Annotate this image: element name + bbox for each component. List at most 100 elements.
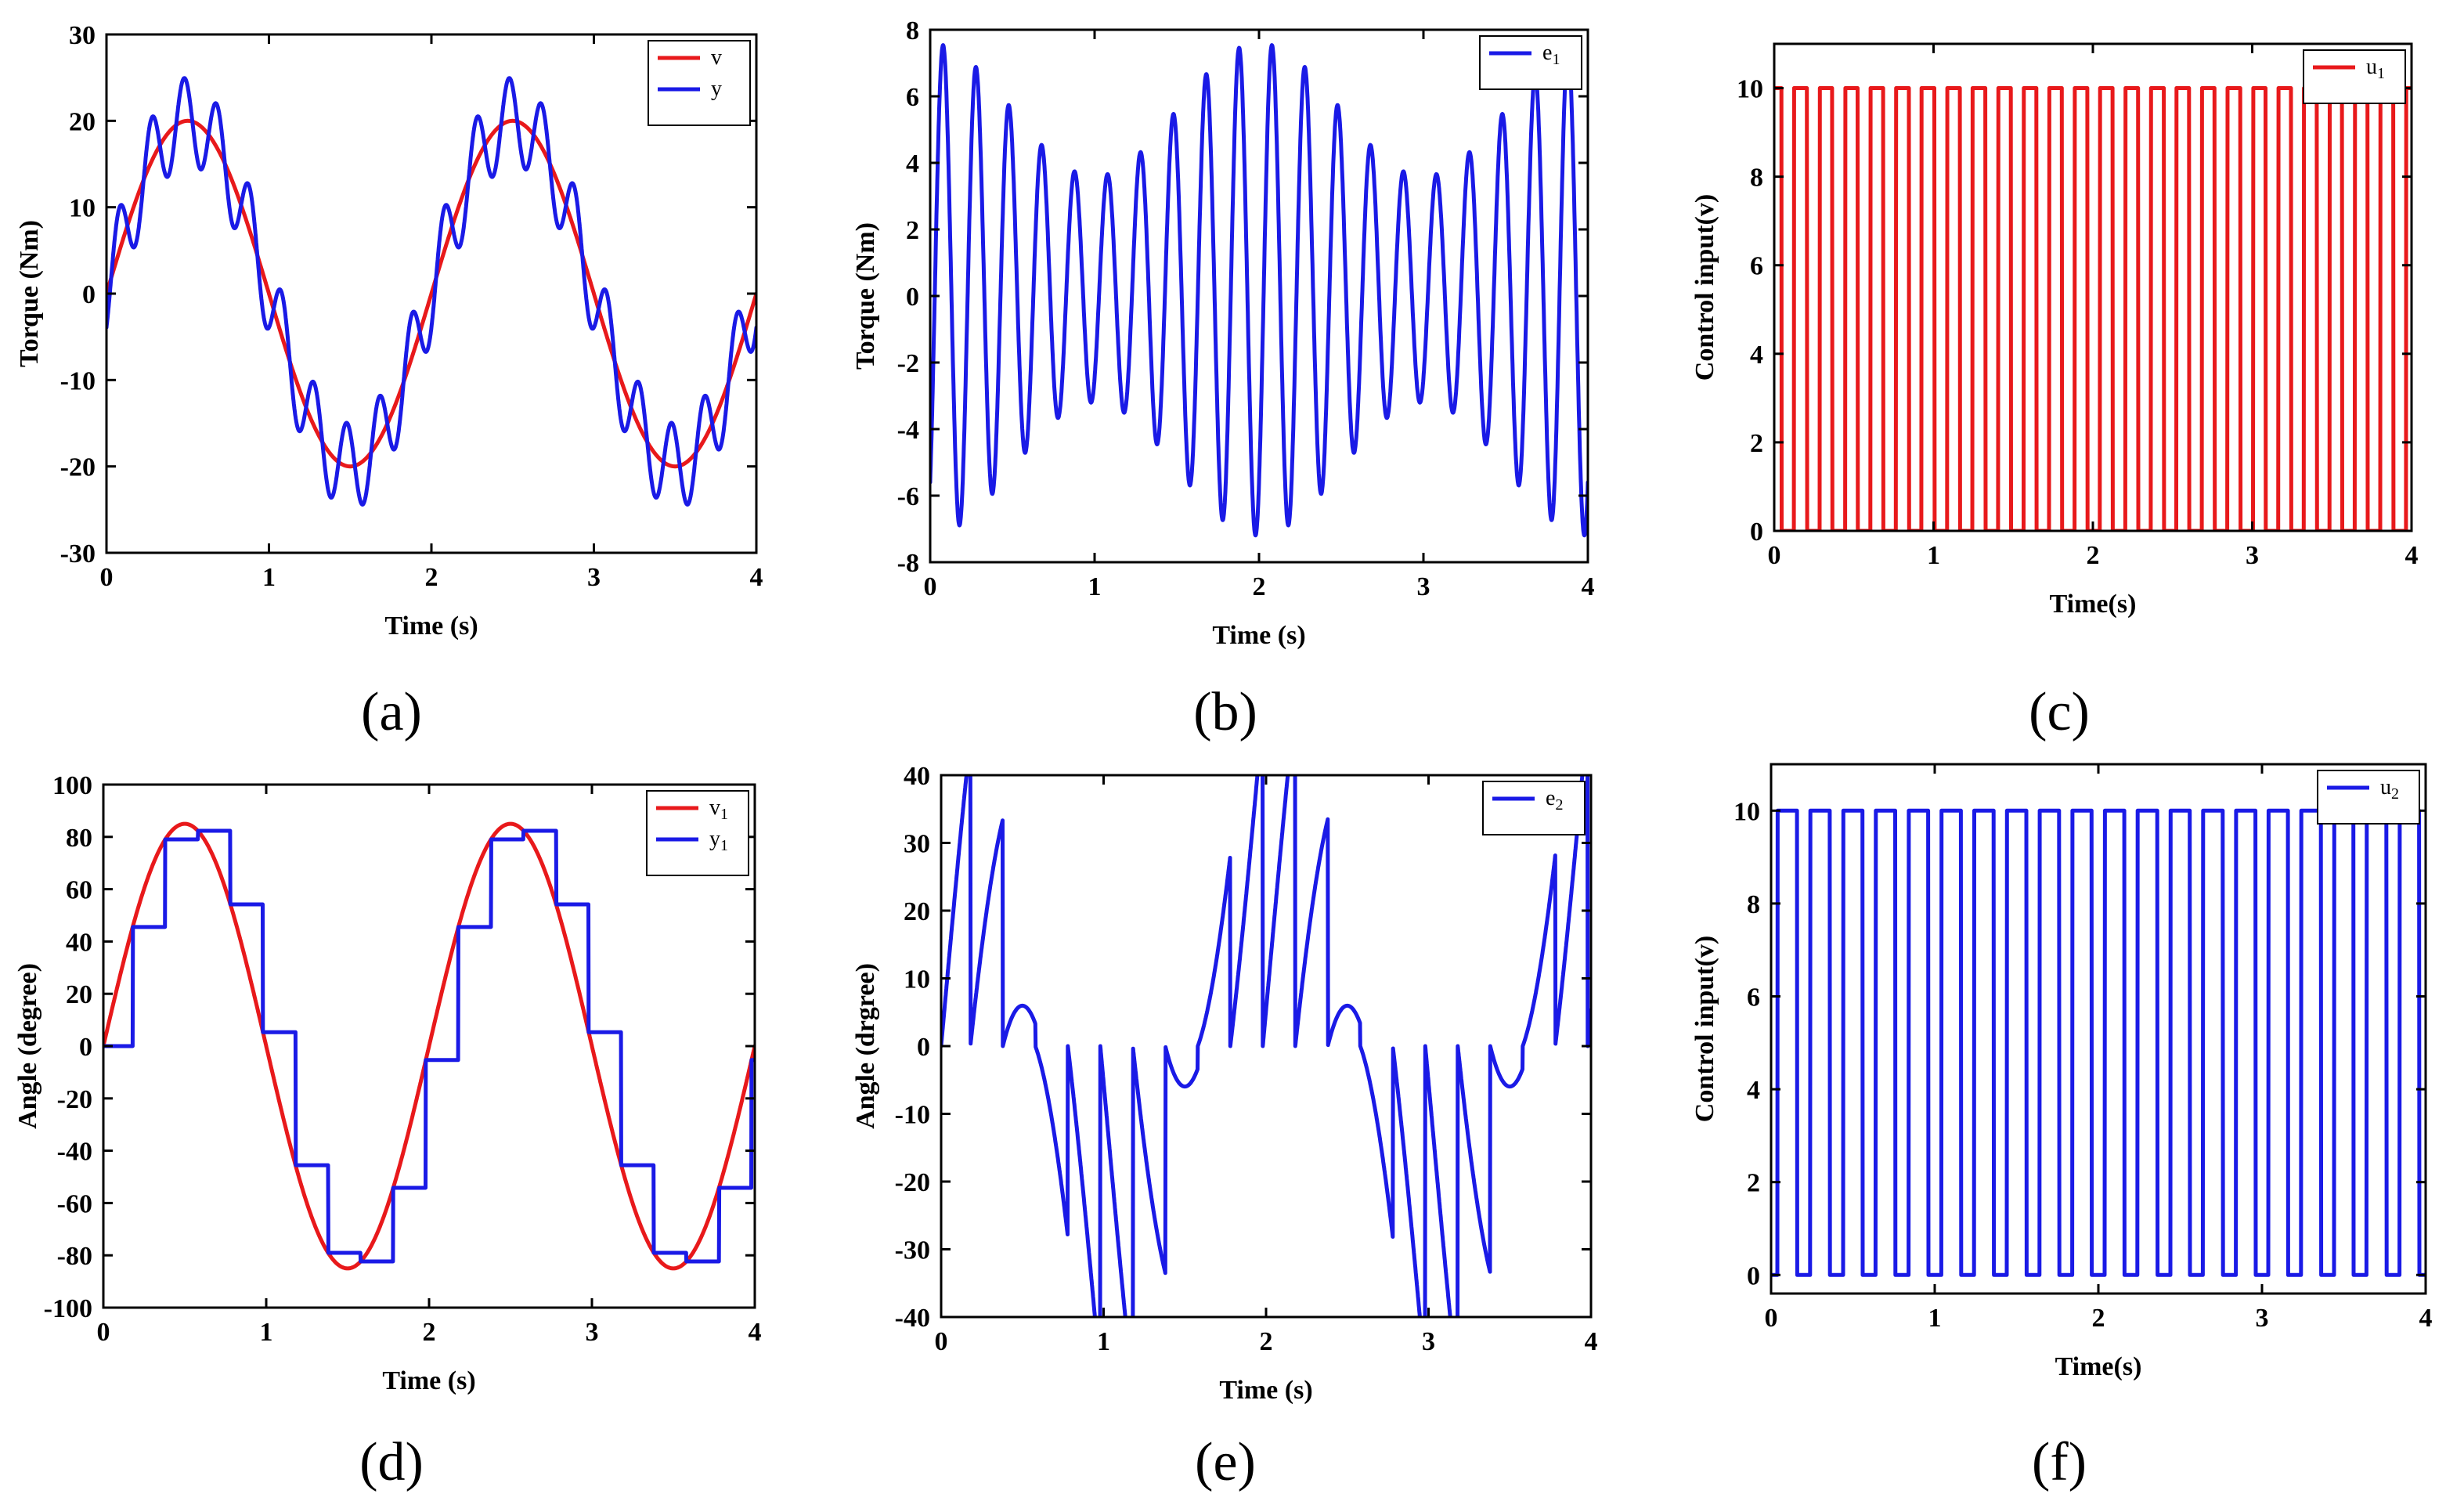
series-line-v1 (103, 821, 755, 1271)
x-tick-label: 4 (2419, 1304, 2433, 1333)
y-tick-label: -2 (897, 349, 919, 378)
y-tick-label: 10 (1733, 797, 1760, 826)
y-axis-title: Torque (Nm) (851, 222, 880, 370)
y-tick-label: 0 (82, 280, 96, 309)
y-tick-label: 30 (904, 830, 930, 859)
y-tick-label: 10 (904, 965, 930, 994)
chart-d: 0 1 2 3 4 -100 -80 -60 -40 -20 0 20 40 60 80 100 Time (s… (13, 771, 762, 1492)
panel-label: (a) (361, 682, 422, 742)
y-tick-label: -60 (57, 1189, 92, 1218)
x-tick-label: 1 (262, 563, 276, 592)
y-tick-label: 8 (1747, 890, 1760, 919)
x-tick-label: 3 (587, 563, 601, 592)
y-tick-label: -80 (57, 1242, 92, 1271)
y-tick-label: 8 (1750, 164, 1763, 193)
series-line-u2 (1771, 808, 2426, 1277)
x-tick-label: 0 (100, 563, 114, 592)
series-line-y1 (103, 828, 755, 1264)
x-tick-label: 0 (1768, 541, 1781, 570)
y-tick-label: 2 (906, 216, 919, 245)
x-tick-label: 3 (586, 1318, 599, 1347)
y-tick-label: 0 (1747, 1261, 1760, 1290)
y-tick-label: 4 (906, 150, 919, 179)
legend (2303, 49, 2406, 104)
x-tick-label: 1 (1927, 541, 1940, 570)
x-tick-label: 3 (2246, 541, 2259, 570)
x-axis-title: Time(s) (2050, 590, 2137, 619)
x-tick-label: 1 (1928, 1304, 1942, 1333)
x-tick-label: 2 (425, 563, 438, 592)
y-tick-label: -8 (897, 549, 919, 578)
y-tick-label: 60 (66, 876, 92, 905)
x-tick-label: 4 (749, 1318, 762, 1347)
y-tick-label: 4 (1750, 341, 1763, 370)
y-tick-label: -4 (897, 416, 919, 445)
x-tick-label: 4 (750, 563, 763, 592)
x-axis-title: Time (s) (382, 1366, 475, 1395)
x-tick-label: 0 (935, 1327, 948, 1356)
x-tick-label: 3 (1422, 1327, 1435, 1356)
y-tick-label: 10 (69, 194, 96, 223)
y-axis-title: Angle (drgree) (851, 963, 880, 1129)
legend (648, 40, 751, 126)
y-tick-label: -6 (897, 482, 919, 511)
x-axis-title: Time (s) (1219, 1376, 1312, 1405)
y-axis-title: Angle (degree) (13, 963, 42, 1129)
y-tick-label: 40 (904, 762, 930, 791)
panel-label: (f) (2032, 1432, 2087, 1492)
x-tick-label: 1 (1088, 572, 1102, 601)
y-tick-label: -100 (44, 1294, 92, 1323)
x-tick-label: 4 (1582, 572, 1595, 601)
x-tick-label: 0 (97, 1318, 110, 1347)
x-tick-label: 1 (260, 1318, 273, 1347)
y-tick-label: 40 (66, 928, 92, 957)
y-tick-label: 10 (1737, 75, 1763, 104)
x-tick-label: 2 (1253, 572, 1266, 601)
y-tick-label: -20 (57, 1085, 92, 1114)
y-tick-label: -40 (895, 1304, 930, 1333)
legend (2317, 770, 2420, 825)
legend (646, 790, 749, 876)
x-axis-title: Time (s) (1212, 621, 1305, 650)
x-tick-label: 0 (1765, 1304, 1778, 1333)
y-axis-title: Torque (Nm) (15, 220, 44, 367)
y-tick-label: 6 (1750, 252, 1763, 281)
axes-frame (940, 774, 1593, 1319)
panel-label: (d) (359, 1432, 424, 1492)
y-tick-label: -30 (895, 1236, 930, 1265)
y-tick-label: -40 (57, 1138, 92, 1167)
x-tick-label: 4 (1585, 1327, 1598, 1356)
legend-entry: v (711, 45, 722, 70)
panel-label: (c) (2029, 682, 2090, 742)
y-axis-title: Control input(v) (1690, 936, 1719, 1122)
y-tick-label: 0 (906, 283, 919, 312)
series-line-e2 (941, 775, 1591, 1317)
x-tick-label: 3 (2256, 1304, 2269, 1333)
y-tick-label: -10 (60, 366, 96, 395)
legend (1482, 781, 1586, 835)
y-tick-label: -20 (895, 1168, 930, 1197)
x-tick-label: 4 (2405, 541, 2419, 570)
y-tick-label: 2 (1747, 1169, 1760, 1198)
x-tick-label: 2 (2092, 1304, 2105, 1333)
x-tick-label: 1 (1097, 1327, 1110, 1356)
y-tick-label: 2 (1750, 429, 1763, 458)
chart-a: 0 1 2 3 4 -30 -20 -10 0 10 20 30 Time (s) Torque (Nm)… (15, 21, 763, 742)
x-tick-label: 2 (1260, 1327, 1273, 1356)
y-tick-label: 6 (1747, 983, 1760, 1012)
legend-entry: y (711, 77, 722, 101)
y-tick-label: 0 (1750, 518, 1763, 547)
chart-e: 0 1 2 3 4 -40 -30 -20 -10 0 10 20 30 40 Time (s) Angle … (851, 762, 1598, 1492)
panel-label: (b) (1193, 682, 1257, 742)
x-axis-title: Time (s) (384, 612, 478, 641)
y-tick-label: -20 (60, 453, 96, 482)
series-line-e1 (930, 43, 1588, 538)
y-tick-label: 80 (66, 824, 92, 853)
y-tick-label: 4 (1747, 1076, 1760, 1105)
axes-frame (1770, 763, 2427, 1295)
series-line-u1 (1774, 86, 2412, 531)
legend (1479, 35, 1582, 90)
